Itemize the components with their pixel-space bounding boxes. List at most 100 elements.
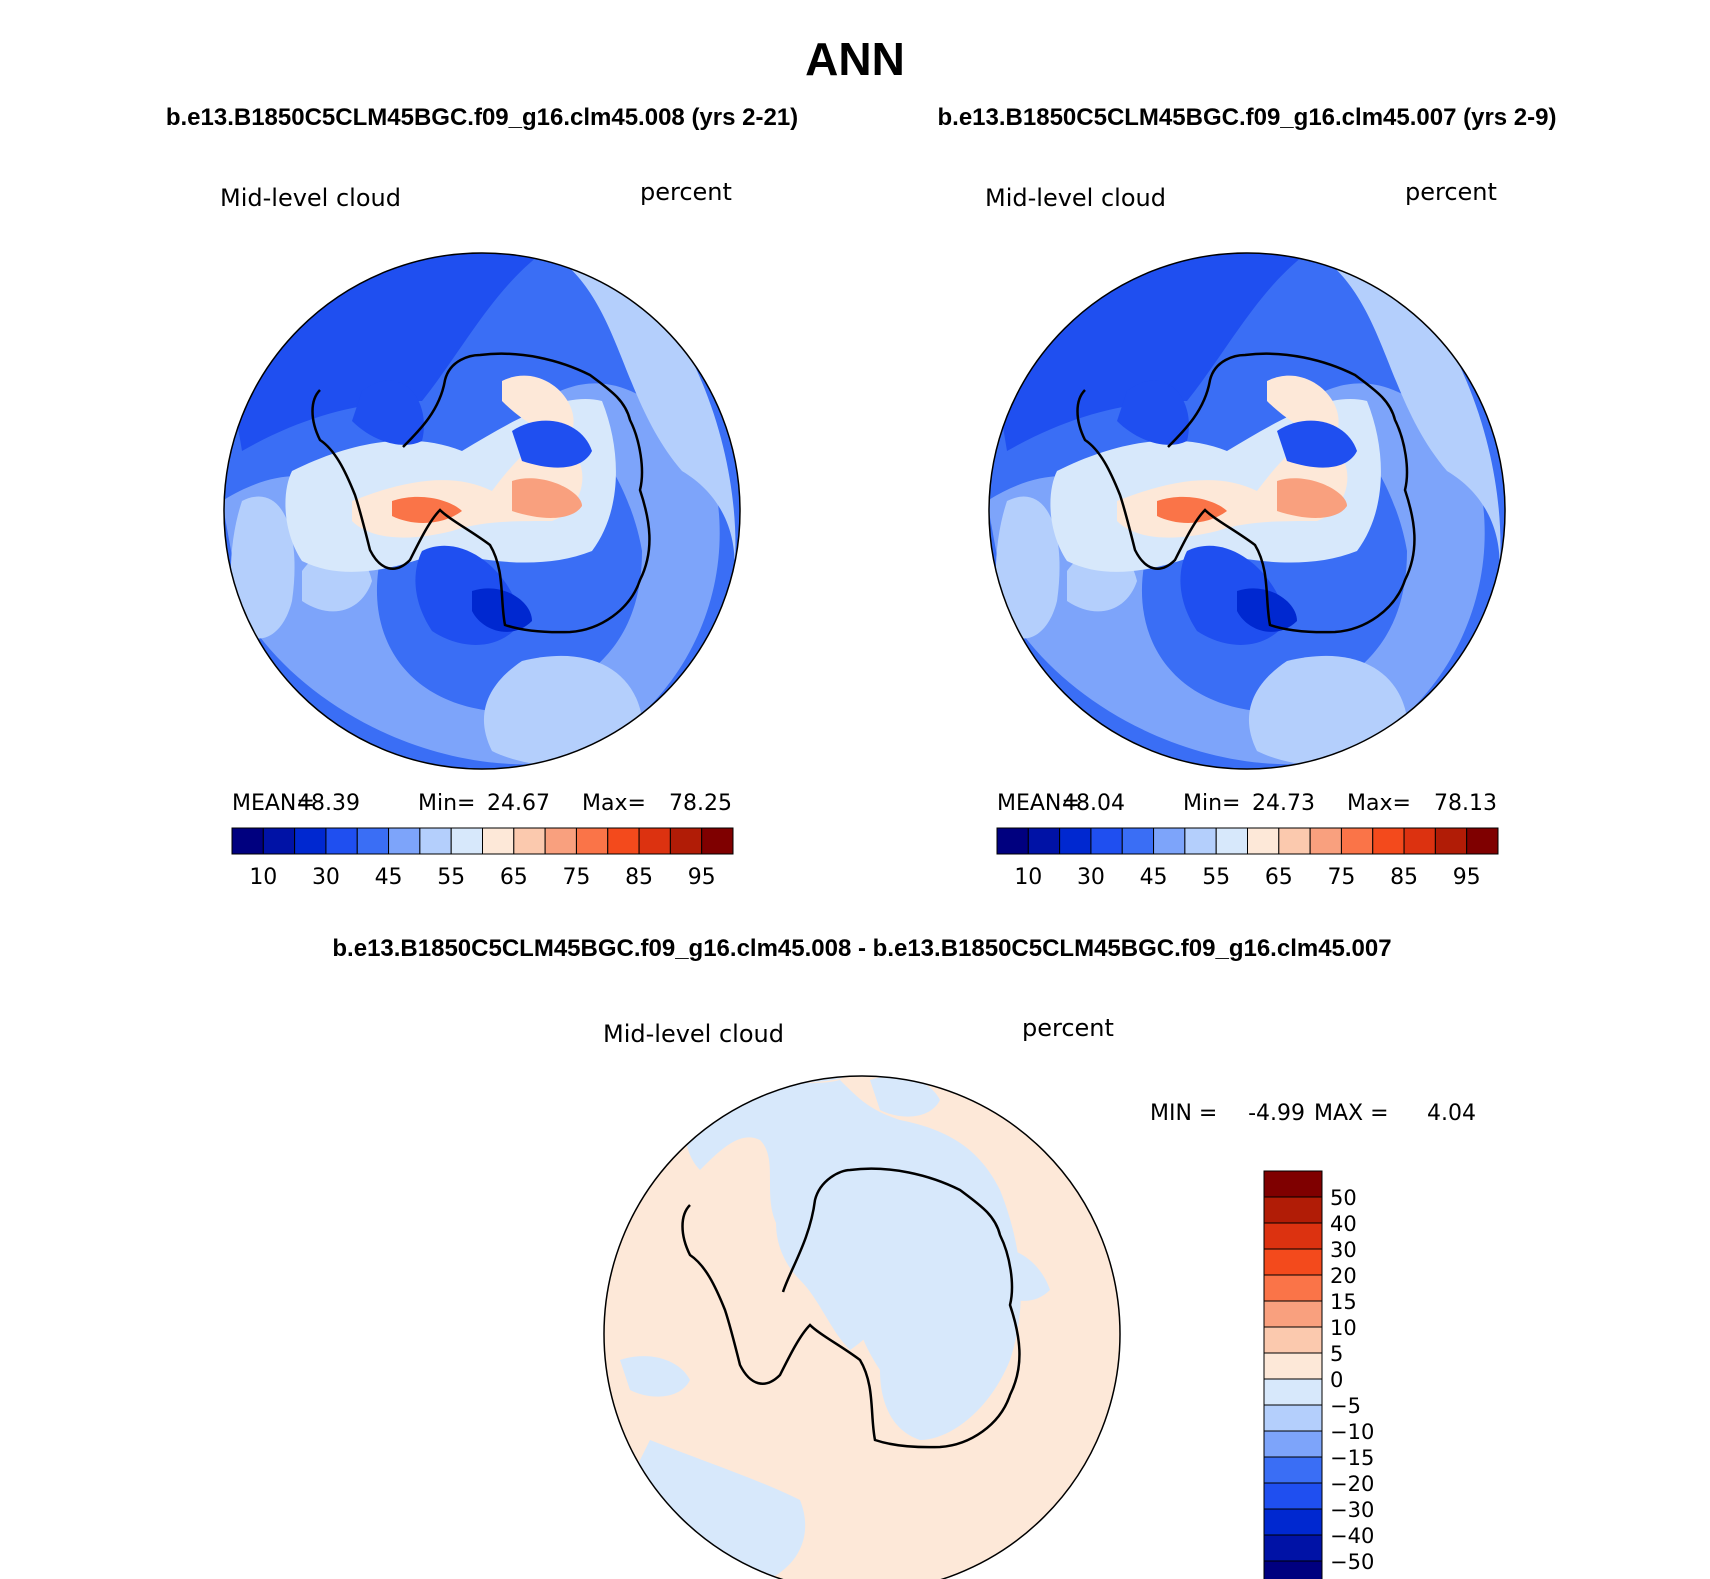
colorbar-swatch bbox=[450, 827, 483, 855]
colorbar: 10 30 45 55 65 75 85 95 bbox=[231, 827, 734, 890]
difference-title: b.e13.B1850C5CLM45BGC.f09_g16.clm45.008 … bbox=[332, 935, 1391, 962]
colorbar-swatch bbox=[1263, 1508, 1323, 1536]
colorbar-tick-label: 45 bbox=[1140, 865, 1168, 890]
panel-variable-label: Mid-level cloud bbox=[985, 184, 1166, 212]
colorbar-swatch bbox=[669, 827, 703, 855]
colorbar-tick-label: −30 bbox=[1330, 1498, 1374, 1522]
colorbar-swatch bbox=[1263, 1248, 1323, 1276]
colorbar-tick-label: 75 bbox=[1327, 865, 1355, 890]
panel-case-label: b.e13.B1850C5CLM45BGC.f09_g16.clm45.008 … bbox=[166, 104, 798, 131]
panel-units-label: percent bbox=[1405, 178, 1497, 206]
colorbar-tick-label: 85 bbox=[1390, 865, 1418, 890]
figure-title: ANN bbox=[805, 33, 905, 85]
colorbar-tick-label: 75 bbox=[562, 865, 590, 890]
colorbar-swatch bbox=[1263, 1326, 1323, 1354]
diff-max-label: MAX = bbox=[1314, 1101, 1389, 1126]
colorbar-tick-label: 85 bbox=[625, 865, 653, 890]
max-value: 78.13 bbox=[1434, 791, 1497, 816]
panel-units-label: percent bbox=[1022, 1014, 1114, 1042]
colorbar-swatch bbox=[1263, 1170, 1323, 1198]
colorbar-swatch bbox=[1247, 827, 1280, 855]
panel-variable-label: Mid-level cloud bbox=[220, 184, 401, 212]
colorbar-swatch bbox=[356, 827, 390, 855]
colorbar-tick-label: 15 bbox=[1330, 1290, 1357, 1314]
colorbar-tick-label: 30 bbox=[312, 865, 340, 890]
colorbar-tick-label: 10 bbox=[1014, 865, 1042, 890]
polar-map bbox=[604, 1076, 1120, 1579]
colorbar-tick-label: −5 bbox=[1330, 1394, 1361, 1418]
colorbar-swatch bbox=[294, 827, 327, 855]
colorbar-swatch bbox=[1263, 1378, 1323, 1406]
diff-min-label: MIN = bbox=[1150, 1101, 1217, 1126]
colorbar-tick-label: 40 bbox=[1330, 1212, 1357, 1236]
min-value: 24.67 bbox=[487, 791, 550, 816]
colorbar-swatch bbox=[231, 827, 264, 855]
colorbar-tick-label: 55 bbox=[1202, 865, 1230, 890]
colorbar-tick-label: 55 bbox=[437, 865, 465, 890]
colorbar-swatch bbox=[1263, 1352, 1323, 1380]
max-label: Max= bbox=[582, 791, 646, 816]
colorbar-swatch bbox=[1309, 827, 1342, 855]
colorbar-swatch bbox=[1278, 827, 1311, 855]
colorbar-swatch bbox=[575, 827, 609, 855]
colorbar-swatch bbox=[1263, 1456, 1323, 1484]
panel-difference: b.e13.B1850C5CLM45BGC.f09_g16.clm45.008 … bbox=[332, 935, 1476, 1579]
min-value: 24.73 bbox=[1252, 791, 1315, 816]
colorbar-tick-label: 5 bbox=[1330, 1342, 1343, 1366]
colorbar-swatch bbox=[701, 827, 734, 855]
mean-value: 48.39 bbox=[297, 791, 360, 816]
colorbar-tick-label: −40 bbox=[1330, 1524, 1374, 1548]
colorbar-swatch bbox=[1372, 827, 1405, 855]
colorbar-tick-label: 45 bbox=[375, 865, 403, 890]
colorbar-tick-label: 95 bbox=[1453, 865, 1481, 890]
colorbar-tick-label: 20 bbox=[1330, 1264, 1357, 1288]
panel-variable-label: Mid-level cloud bbox=[603, 1020, 784, 1048]
colorbar-swatch bbox=[513, 827, 546, 855]
mean-label: MEAN= bbox=[997, 791, 1080, 816]
colorbar-tick-label: −15 bbox=[1330, 1446, 1374, 1470]
colorbar-tick-label: 10 bbox=[249, 865, 277, 890]
colorbar-tick-label: 50 bbox=[1330, 1186, 1357, 1210]
map-boundary bbox=[223, 252, 741, 770]
colorbar-swatch bbox=[1153, 827, 1186, 855]
colorbar-swatch bbox=[1027, 827, 1061, 855]
antarctica-coastline bbox=[311, 352, 651, 634]
antarctica-coastline bbox=[1076, 352, 1416, 634]
colorbar-swatch bbox=[325, 827, 358, 855]
colorbar-swatch bbox=[1121, 827, 1155, 855]
colorbar-swatch bbox=[544, 827, 577, 855]
diff-min-value: -4.99 bbox=[1248, 1101, 1305, 1126]
colorbar-swatch bbox=[482, 827, 515, 855]
colorbar-tick-label: 30 bbox=[1077, 865, 1105, 890]
colorbar-swatch bbox=[1263, 1430, 1323, 1458]
colorbar-swatch bbox=[1466, 827, 1499, 855]
colorbar-tick-label: 65 bbox=[500, 865, 528, 890]
colorbar-swatch bbox=[1263, 1274, 1323, 1302]
antarctica-coastline bbox=[681, 1167, 1021, 1449]
colorbar-swatch bbox=[1263, 1222, 1323, 1250]
colorbar-swatch bbox=[1263, 1404, 1323, 1432]
colorbar-swatch bbox=[1403, 827, 1436, 855]
max-label: Max= bbox=[1347, 791, 1411, 816]
panel-case-label: b.e13.B1850C5CLM45BGC.f09_g16.clm45.007 … bbox=[938, 104, 1557, 131]
colorbar-swatch bbox=[262, 827, 296, 855]
panel-units-label: percent bbox=[640, 178, 732, 206]
colorbar-swatch bbox=[1263, 1300, 1323, 1328]
panel-test-case: b.e13.B1850C5CLM45BGC.f09_g16.clm45.007 … bbox=[938, 104, 1557, 890]
colorbar-tick-label: 65 bbox=[1265, 865, 1293, 890]
colorbar-swatch bbox=[1340, 827, 1374, 855]
max-value: 78.25 bbox=[669, 791, 732, 816]
colorbar-swatch bbox=[1263, 1196, 1323, 1224]
mean-label: MEAN= bbox=[232, 791, 315, 816]
colorbar-swatch bbox=[1090, 827, 1123, 855]
map-boundary bbox=[603, 1075, 1121, 1579]
colorbar-swatch bbox=[1059, 827, 1092, 855]
mean-value: 48.04 bbox=[1062, 791, 1125, 816]
colorbar-tick-label: −50 bbox=[1330, 1550, 1374, 1574]
min-label: Min= bbox=[418, 791, 475, 816]
colorbar-swatch bbox=[1184, 827, 1217, 855]
colorbar-swatch bbox=[996, 827, 1029, 855]
colorbar-swatch bbox=[1263, 1560, 1323, 1579]
